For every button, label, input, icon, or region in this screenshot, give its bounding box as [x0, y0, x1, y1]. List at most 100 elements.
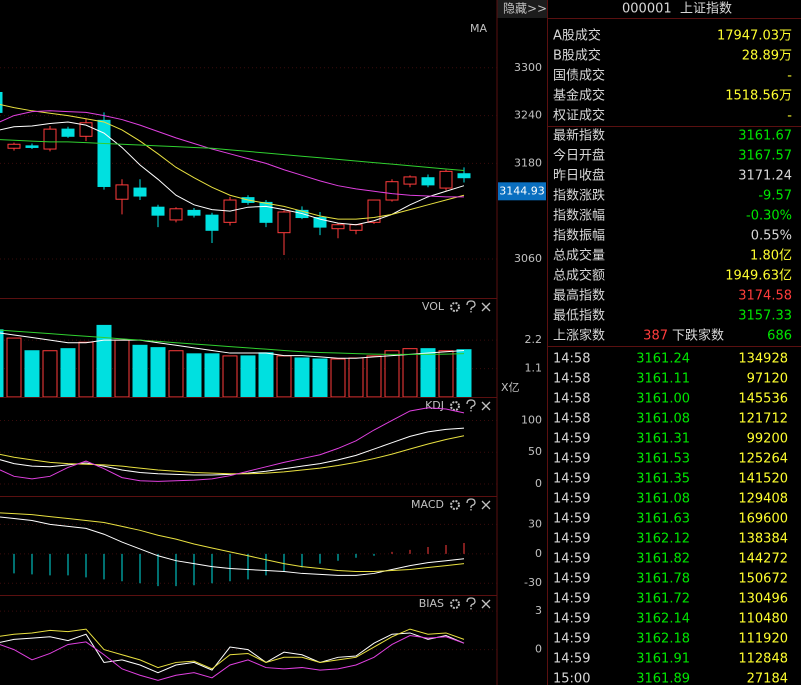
- settings-icon[interactable]: [450, 500, 460, 510]
- help-icon[interactable]: [466, 597, 476, 610]
- trade-volume: 129408: [738, 492, 788, 507]
- quote-value: 1949.63亿: [725, 269, 792, 284]
- candle-body: [385, 181, 399, 201]
- volume-bar: [78, 341, 94, 398]
- volume-bar: [42, 350, 58, 398]
- up-count: 387: [643, 329, 668, 344]
- y-tick-label: 0: [535, 477, 542, 490]
- candle-body: [439, 170, 453, 189]
- help-icon[interactable]: [466, 498, 476, 511]
- volume-bar: [186, 353, 202, 398]
- trade-volume: 130496: [738, 592, 788, 607]
- close-icon[interactable]: [481, 500, 491, 510]
- y-tick-label: 1.1: [525, 362, 543, 375]
- help-icon[interactable]: [466, 399, 476, 412]
- candle-body: [151, 206, 165, 216]
- quote-value: 0.55%: [751, 229, 792, 244]
- y-tick-label: 3180: [514, 156, 542, 169]
- panel-title: MA: [470, 22, 487, 35]
- trade-volume: 110480: [738, 612, 788, 627]
- indicator-line: [0, 332, 465, 359]
- candle-body: [97, 119, 111, 187]
- candle-body: [349, 224, 363, 231]
- y-tick-label: 0: [535, 547, 542, 560]
- settings-icon[interactable]: [450, 401, 460, 411]
- quote-label: 昨日收盘: [553, 168, 605, 184]
- candle-body: [205, 214, 219, 231]
- trade-price: 3161.24: [636, 352, 690, 367]
- y-tick-label: -30: [524, 576, 542, 589]
- trade-price: 3161.11: [636, 372, 690, 387]
- volume-bar: [402, 348, 418, 398]
- trade-time: 14:59: [553, 572, 590, 587]
- volume-bar: [366, 355, 382, 398]
- quote-label: 指数涨跌: [553, 188, 605, 204]
- trade-volume: 141520: [738, 472, 788, 487]
- quote-value: -0.30%: [746, 209, 792, 224]
- candle-body: [421, 177, 435, 186]
- trade-volume: 145536: [738, 392, 788, 407]
- close-icon[interactable]: [481, 302, 491, 312]
- indicator-line: [0, 104, 465, 220]
- trade-volume: 134928: [738, 352, 788, 367]
- candle-body: [133, 187, 147, 197]
- quote-label: B股成交: [553, 48, 601, 64]
- candle-body: [259, 201, 273, 223]
- indicator-line: [0, 632, 465, 674]
- trade-price: 3161.89: [636, 672, 690, 685]
- volume-bar: [6, 337, 22, 398]
- volume-bar: [60, 348, 76, 398]
- price-label: 3144.93: [499, 184, 545, 197]
- panel-title: KDJ: [425, 399, 444, 412]
- quote-value: 1.80亿: [750, 249, 792, 264]
- panel-title: BIAS: [419, 597, 444, 610]
- indicator-line: [0, 407, 465, 482]
- candle-body: [331, 224, 345, 230]
- candle-body: [115, 184, 129, 200]
- quote-value: -9.57: [758, 189, 792, 204]
- trade-time: 14:58: [553, 412, 590, 427]
- trade-time: 14:59: [553, 452, 590, 467]
- volume-bar: [438, 350, 454, 398]
- quote-label: 总成交量: [553, 248, 605, 264]
- settings-icon[interactable]: [450, 302, 460, 312]
- candle-body: [7, 143, 21, 149]
- quote-label: 最低指数: [553, 309, 605, 324]
- quote-value: 3174.58: [738, 289, 792, 304]
- trade-volume: 97120: [747, 372, 788, 387]
- quote-value: 3171.24: [738, 169, 792, 184]
- trade-volume: 169600: [738, 512, 788, 527]
- hide-button-bg[interactable]: [497, 0, 547, 18]
- trade-price: 3161.78: [636, 572, 690, 587]
- volume-bar: [150, 347, 166, 398]
- volume-bar: [420, 348, 436, 398]
- unit-label: X亿: [501, 381, 520, 394]
- quote-value: 1518.56万: [725, 89, 792, 104]
- candle-body: [277, 211, 291, 234]
- volume-bar: [222, 355, 238, 398]
- trade-volume: 138384: [738, 532, 788, 547]
- help-icon[interactable]: [466, 300, 476, 313]
- quote-value: 3161.67: [738, 129, 792, 144]
- close-icon[interactable]: [481, 401, 491, 411]
- indicator-line: [0, 139, 465, 172]
- indicator-line: [0, 110, 464, 198]
- quote-label: 基金成交: [553, 88, 605, 104]
- close-icon[interactable]: [481, 599, 491, 609]
- volume-bar: [330, 358, 346, 398]
- quote-value: 3157.33: [738, 309, 792, 324]
- y-tick-label: 0: [535, 643, 542, 656]
- up-label: 上涨家数: [553, 328, 605, 344]
- trade-time: 14:59: [553, 432, 590, 447]
- settings-icon[interactable]: [450, 599, 460, 609]
- hide-button[interactable]: 隐藏>>: [503, 2, 547, 16]
- trade-volume: 111920: [738, 632, 788, 647]
- volume-bar: [294, 357, 310, 398]
- price-label-bg: [498, 182, 546, 201]
- volume-bar: [312, 358, 328, 398]
- candle-body: [25, 145, 39, 148]
- quote-value: -: [787, 69, 792, 84]
- quote-value: 3167.57: [738, 149, 792, 164]
- trade-price: 3161.31: [636, 432, 690, 447]
